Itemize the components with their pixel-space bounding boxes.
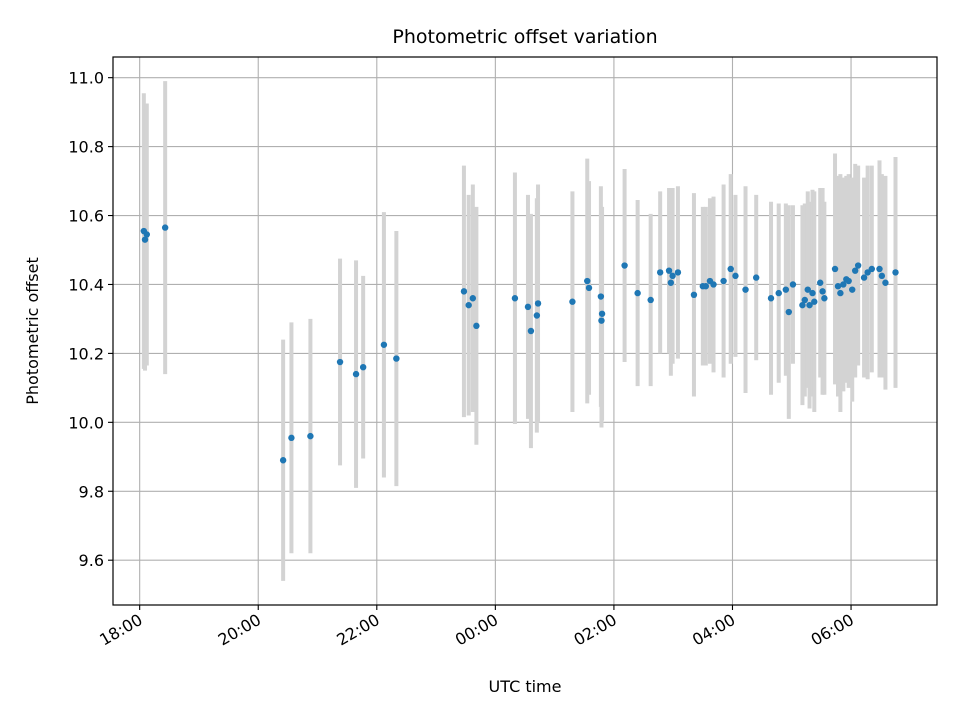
data-point xyxy=(892,269,899,276)
data-point xyxy=(860,274,868,281)
y-tick-label: 10.0 xyxy=(68,413,104,432)
data-point xyxy=(460,288,468,295)
data-point xyxy=(878,272,886,280)
data-point xyxy=(307,432,314,440)
data-point xyxy=(527,327,535,335)
data-point xyxy=(702,282,710,290)
y-axis-ticks: 9.6 9.8 10.0 10.2 10.4 10.6 10.8 11.0 xyxy=(68,69,113,570)
data-point xyxy=(710,281,717,288)
data-point xyxy=(817,279,824,286)
y-tick-label: 9.6 xyxy=(79,551,104,570)
data-point xyxy=(359,363,367,371)
data-point xyxy=(775,289,782,297)
y-tick-label: 11.0 xyxy=(68,69,104,88)
data-point xyxy=(288,434,295,442)
data-point xyxy=(534,300,542,307)
data-point xyxy=(868,265,875,273)
plot-frame xyxy=(112,56,938,606)
data-point xyxy=(585,284,593,292)
data-point xyxy=(598,310,606,317)
data-point xyxy=(804,286,811,293)
data-point xyxy=(533,312,541,319)
data-point xyxy=(789,281,797,288)
y-tick-label: 10.4 xyxy=(68,275,104,294)
data-point xyxy=(634,289,641,297)
data-point xyxy=(511,295,519,302)
data-point xyxy=(352,370,360,378)
data-point xyxy=(742,286,749,293)
y-tick-label: 9.8 xyxy=(79,482,104,501)
data-point xyxy=(831,265,839,273)
data-point xyxy=(819,288,826,295)
data-point xyxy=(597,293,605,300)
data-point xyxy=(656,269,664,276)
data-point xyxy=(882,279,889,286)
data-point xyxy=(524,303,532,311)
data-point xyxy=(849,286,856,293)
data-point xyxy=(141,236,149,243)
y-tick-label: 10.6 xyxy=(68,207,104,226)
data-point xyxy=(465,301,472,309)
data-point xyxy=(821,295,828,302)
data-point xyxy=(569,298,576,305)
y-tick-label: 10.2 xyxy=(68,344,104,363)
data-point xyxy=(845,277,852,285)
data-point xyxy=(782,286,790,293)
y-tick-label: 10.8 xyxy=(68,138,104,157)
data-point xyxy=(665,267,673,274)
data-point xyxy=(674,269,682,276)
data-point xyxy=(854,262,862,269)
data-point xyxy=(799,301,806,309)
data-point xyxy=(809,289,816,297)
chart-title: Photometric offset variation xyxy=(392,26,657,48)
data-point xyxy=(834,282,842,290)
data-point xyxy=(380,341,388,348)
y-axis-label: Photometric offset xyxy=(23,257,42,405)
data-point xyxy=(667,279,675,286)
data-point xyxy=(837,289,844,297)
data-point xyxy=(473,322,480,330)
data-point xyxy=(690,291,698,299)
data-point xyxy=(669,272,676,280)
data-point xyxy=(727,265,734,273)
data-point xyxy=(876,265,883,273)
data-point xyxy=(732,272,739,280)
data-point xyxy=(851,267,859,274)
data-point xyxy=(584,277,591,285)
data-point xyxy=(811,298,818,305)
data-point xyxy=(840,281,847,288)
data-point xyxy=(161,224,169,231)
data-point xyxy=(785,308,792,316)
data-point xyxy=(336,358,344,366)
data-point xyxy=(647,296,654,304)
data-point xyxy=(806,301,813,309)
data-point xyxy=(720,277,727,285)
data-point xyxy=(393,355,400,362)
data-point xyxy=(801,296,809,304)
data-point xyxy=(767,295,775,302)
data-point xyxy=(752,274,760,281)
data-point xyxy=(621,262,628,269)
data-point xyxy=(279,457,287,464)
x-axis-label: UTC time xyxy=(489,677,562,696)
data-points xyxy=(140,224,899,464)
data-point xyxy=(143,231,150,238)
data-point xyxy=(469,295,477,302)
data-point xyxy=(598,317,605,324)
